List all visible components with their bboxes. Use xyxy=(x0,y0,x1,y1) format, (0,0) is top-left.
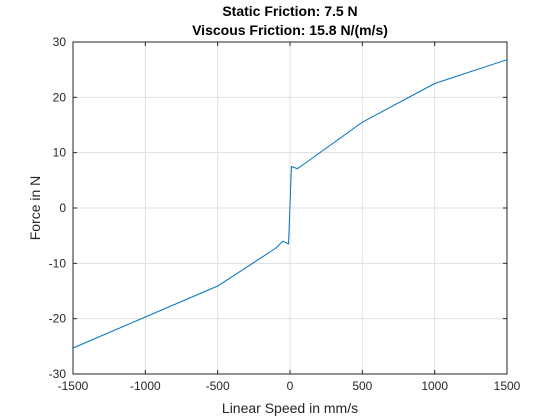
y-tick-label: 10 xyxy=(53,146,67,160)
chart-title: Static Friction: 7.5 N xyxy=(222,3,357,19)
x-axis-label: Linear Speed in mm/s xyxy=(222,400,358,416)
x-tick-label: 1500 xyxy=(494,379,521,393)
y-axis-label: Force in N xyxy=(27,176,43,241)
x-tick-label: -1500 xyxy=(58,379,89,393)
plot-area xyxy=(72,59,508,349)
y-tick-label: 30 xyxy=(53,35,67,49)
y-tick-label: 20 xyxy=(53,90,67,104)
x-tick-label: 500 xyxy=(352,379,372,393)
series-line xyxy=(72,59,508,349)
x-tick-label: -500 xyxy=(206,379,230,393)
x-tick-label: 0 xyxy=(287,379,294,393)
x-tick-label: 1000 xyxy=(421,379,448,393)
chart-subtitle: Viscous Friction: 15.8 N/(m/s) xyxy=(192,22,388,38)
y-tick-label: -10 xyxy=(49,256,67,270)
axis-ticks: -1500 -1000 -500 0 500 1000 1500 -30 -20 -10 0 10 20… xyxy=(49,35,521,393)
y-tick-label: -20 xyxy=(49,312,67,326)
x-tick-label: -1000 xyxy=(130,379,161,393)
y-tick-label: 0 xyxy=(59,201,66,215)
y-tick-label: -30 xyxy=(49,367,67,381)
